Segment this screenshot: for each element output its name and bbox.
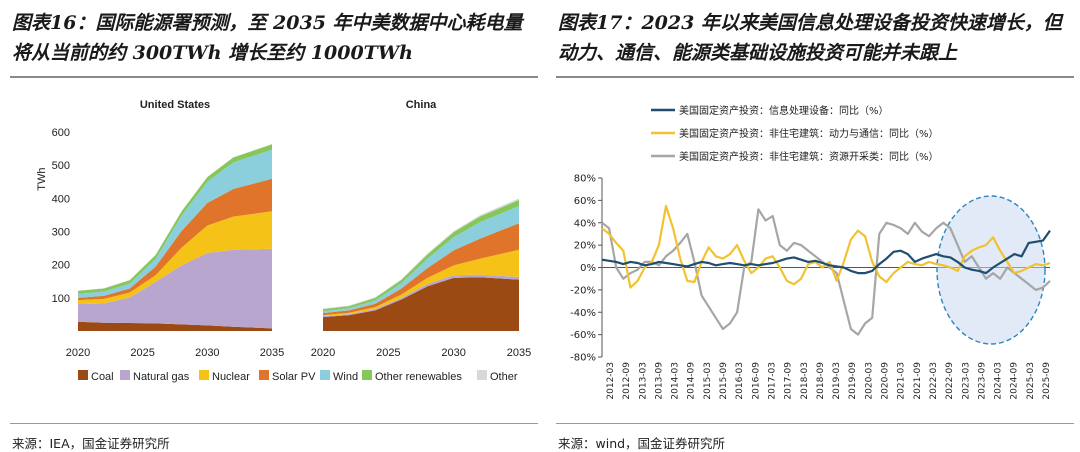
figure17-chart: 80% 60% 40% 20% 0% -20% -40% -60% -80% 2012-03 201… (570, 104, 1052, 400)
x-tick-label: 2012-03 (606, 362, 616, 400)
us-chart-ylabel: TWh (36, 168, 48, 191)
figure16-title-rule (10, 76, 538, 78)
us-chart-xtick: 2030 (195, 347, 219, 359)
y-tick-label: -60% (570, 330, 596, 341)
x-tick-label: 2020-09 (881, 362, 891, 400)
us-chart-ytick: 500 (52, 160, 70, 172)
y-tick-label: 20% (574, 241, 596, 252)
us-chart-xtick: 2035 (260, 347, 284, 359)
legend-label-coal: Coal (91, 371, 114, 383)
y-tick-label: -80% (570, 353, 596, 364)
us-chart-xtick: 2025 (130, 347, 154, 359)
y-tick-label: 0% (580, 263, 596, 274)
china-chart-xtick: 2025 (376, 347, 400, 359)
legend-swatch-wind (320, 370, 330, 380)
legend-label-1: 美国固定资产投资：非住宅建筑：动力与通信：同比（%） (679, 127, 939, 140)
us-chart-ytick: 200 (52, 260, 70, 272)
y-tick-label: -40% (570, 308, 596, 319)
x-tick-label: 2023-09 (977, 362, 987, 400)
legend-swatch-coal (78, 370, 88, 380)
figure17-bottom-rule (556, 423, 1074, 424)
legend-label-natural-gas: Natural gas (133, 371, 190, 383)
x-tick-label: 2019-09 (848, 362, 858, 400)
x-tick-label: 2025-03 (1026, 362, 1036, 400)
china-chart-xtick: 2020 (311, 347, 335, 359)
us-chart-area-coal (78, 321, 272, 331)
figure16-source: 来源：IEA，国金证券研究所 (12, 436, 170, 451)
x-tick-label: 2022-09 (945, 362, 955, 400)
us-chart-ytick: 600 (52, 127, 70, 139)
china-chart-area-other-renewables (323, 199, 519, 312)
x-tick-label: 2017-09 (784, 362, 794, 400)
x-tick-label: 2019-03 (832, 362, 842, 400)
legend-swatch-other (477, 370, 487, 380)
x-tick-label: 2012-09 (622, 362, 632, 400)
x-tick-label: 2025-09 (1042, 362, 1052, 400)
china-chart-title: China (406, 99, 437, 111)
x-tick-label: 2013-03 (638, 362, 648, 400)
x-tick-label: 2021-03 (897, 362, 907, 400)
figure16-bottom-rule (10, 423, 538, 424)
figure16-chart: United States 2020 2025 2030 2035 100 200 300 40… (36, 99, 531, 383)
legend-label-solar-pv: Solar PV (272, 371, 316, 383)
china-chart-xtick: 2035 (507, 347, 531, 359)
china-chart-area-coal (323, 277, 519, 331)
us-chart-plot: United States 2020 2025 2030 2035 100 200 300 40… (36, 99, 284, 359)
us-chart-area-solar-pv (78, 178, 272, 301)
x-tick-label: 2015-09 (719, 362, 729, 400)
legend-label-wind: Wind (333, 371, 358, 383)
series-line-0 (601, 229, 1051, 275)
x-tick-label: 2014-09 (687, 362, 697, 400)
x-tick-label: 2017-03 (767, 362, 777, 400)
legend-swatch-solar-pv (259, 370, 269, 380)
us-chart-area-nuclear (78, 211, 272, 305)
figure16-title: 图表16：国际能源署预测，至 2035 年中美数据中心耗电量将从当前的约 300… (12, 12, 523, 64)
china-chart-plot: China 2020 2025 2030 2035 (311, 99, 531, 359)
x-tick-label: 2018-09 (816, 362, 826, 400)
us-chart-title: United States (140, 99, 210, 111)
legend-label-other-renewables: Other renewables (375, 371, 462, 383)
china-chart-xtick: 2030 (441, 347, 465, 359)
figure17-legend: 美国固定资产投资：信息处理设备：同比（%） 美国固定资产投资：非住宅建筑：动力与通… (651, 104, 939, 163)
us-chart-area-wind (78, 149, 272, 298)
x-tick-label: 2016-09 (751, 362, 761, 400)
us-chart-ytick: 300 (52, 227, 70, 239)
us-chart-area-natural-gas (78, 248, 272, 329)
x-tick-label: 2021-09 (913, 362, 923, 400)
x-tick-label: 2023-03 (961, 362, 971, 400)
x-tick-label: 2014-03 (671, 362, 681, 400)
x-tick-label: 2024-09 (1010, 362, 1020, 400)
x-tick-label: 2020-03 (864, 362, 874, 400)
figure16-legend: Coal Natural gas Nuclear Solar PV Wind Other … (78, 370, 518, 383)
legend-swatch-other-renewables (362, 370, 372, 380)
china-chart-area-wind (323, 205, 519, 314)
figure17-source: 来源：wind，国金证券研究所 (558, 436, 726, 451)
x-tick-label: 2013-09 (654, 362, 664, 400)
y-tick-label: 40% (574, 218, 596, 229)
china-chart-area-nuclear (323, 249, 519, 317)
y-tick-label: 80% (574, 174, 596, 185)
figure17-title-rule (556, 76, 1074, 78)
legend-label-0: 美国固定资产投资：信息处理设备：同比（%） (679, 104, 889, 117)
x-tick-label: 2024-03 (994, 362, 1004, 400)
x-tick-label: 2022-03 (929, 362, 939, 400)
legend-label-2: 美国固定资产投资：非住宅建筑：资源开采类：同比（%） (679, 150, 939, 163)
legend-swatch-natural-gas (120, 370, 130, 380)
us-chart-xtick: 2020 (66, 347, 90, 359)
us-chart-ytick: 100 (52, 293, 70, 305)
y-tick-label: -20% (570, 285, 596, 296)
figure17-title: 图表17：2023 年以来美国信息处理设备投资快速增长，但动力、通信、能源类基础… (558, 12, 1062, 64)
y-tick-label: 60% (574, 196, 596, 207)
us-chart-ytick: 400 (52, 193, 70, 205)
legend-label-other: Other (490, 371, 518, 383)
china-chart-area-solar-pv (323, 223, 519, 316)
x-tick-label: 2015-03 (703, 362, 713, 400)
x-tick-label: 2018-03 (800, 362, 810, 400)
legend-label-nuclear: Nuclear (212, 371, 250, 383)
legend-swatch-nuclear (199, 370, 209, 380)
x-tick-label: 2016-03 (735, 362, 745, 400)
